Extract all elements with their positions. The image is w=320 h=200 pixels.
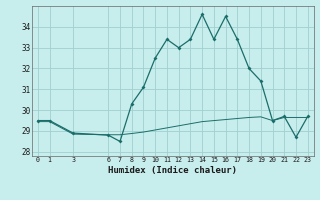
- X-axis label: Humidex (Indice chaleur): Humidex (Indice chaleur): [108, 166, 237, 175]
